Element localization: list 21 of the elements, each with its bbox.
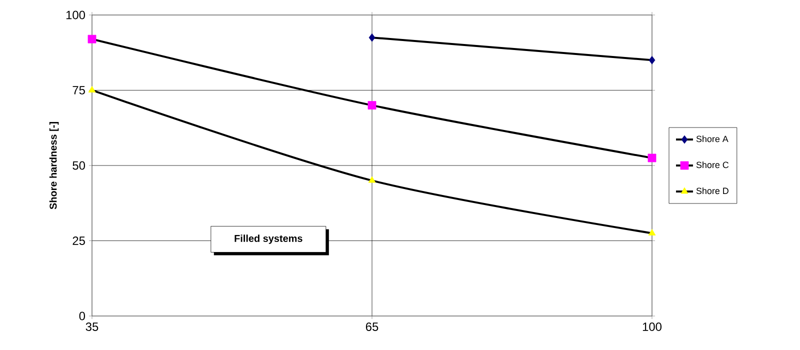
point bbox=[648, 154, 656, 162]
point bbox=[88, 86, 96, 92]
y-axis-title: Shore hardness [-] bbox=[49, 122, 59, 210]
point bbox=[368, 33, 376, 42]
y-tick-label: 100 bbox=[66, 10, 86, 20]
y-tick-label: 50 bbox=[72, 161, 86, 170]
x-tick-label: 65 bbox=[366, 322, 378, 331]
legend-label: Shore D bbox=[696, 187, 728, 194]
point bbox=[368, 176, 376, 183]
legend-label: Shore C bbox=[696, 162, 729, 168]
y-tick-label: 0 bbox=[79, 312, 86, 320]
point bbox=[368, 101, 376, 110]
point bbox=[648, 229, 656, 236]
point bbox=[648, 56, 656, 64]
y-tick-label: 75 bbox=[72, 86, 85, 94]
x-tick-label: 35 bbox=[86, 322, 98, 331]
point bbox=[88, 34, 96, 44]
y-tick-label: 25 bbox=[72, 236, 85, 245]
legend-label: Shore A bbox=[696, 136, 728, 142]
annotation: Filled systems bbox=[234, 234, 302, 244]
x-tick-label: 100 bbox=[642, 322, 662, 331]
